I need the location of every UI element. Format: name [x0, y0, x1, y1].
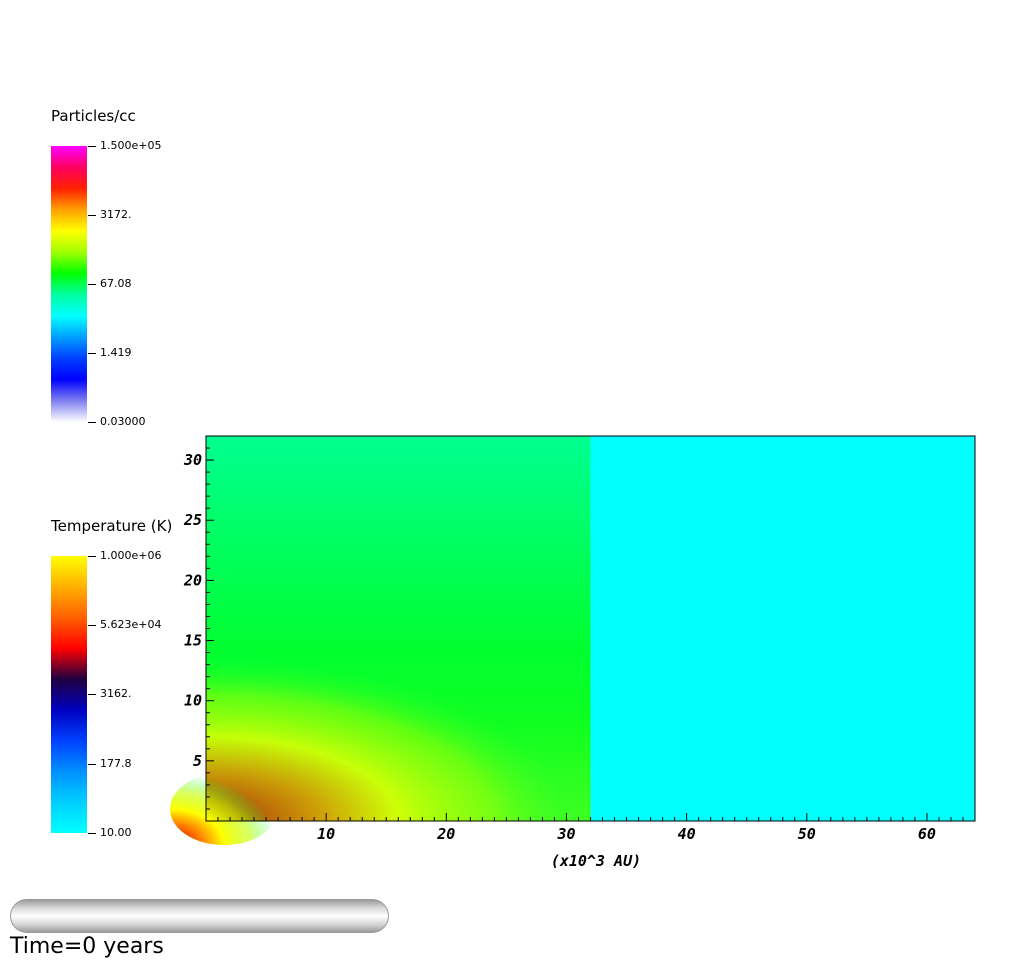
field-region-right: [590, 436, 975, 821]
y-axis: 5 10 15 20 25 30: [183, 435, 214, 822]
x-axis: 10 20 30 40 50 60: [205, 813, 976, 843]
heatmap-plot: 10 20 30 40 50 60 5 10 15 20 25 30 (x10^3 AU): [169, 435, 976, 870]
x-tick-label: 50: [798, 825, 816, 843]
density-tick-label: 1.500e+05: [87, 139, 162, 152]
density-tick-label: 3172.: [88, 208, 132, 221]
plot-area: [169, 435, 976, 846]
density-colorbar: [51, 146, 87, 422]
density-tick-label: 0.03000: [88, 415, 146, 428]
y-tick-label: 30: [183, 451, 202, 469]
temperature-colorbar: [51, 556, 87, 833]
y-tick-label: 10: [184, 692, 202, 710]
y-tick-label: 25: [183, 511, 202, 529]
density-tick-label: 1.419: [88, 346, 132, 359]
temperature-tick-label: 177.8: [88, 757, 132, 770]
x-axis-label: (x10^3 AU): [551, 852, 641, 870]
time-label: Time=0 years: [10, 934, 164, 959]
x-tick-label: 10: [317, 825, 335, 843]
temperature-tick-label: 3162.: [88, 687, 132, 700]
temperature-tick-label: 10.00: [88, 826, 132, 839]
density-legend-title: Particles/cc: [51, 107, 136, 125]
temperature-tick-label: 1.000e+06: [87, 549, 162, 562]
x-tick-label: 30: [556, 825, 575, 843]
temperature-legend-title: Temperature (K): [51, 517, 173, 535]
x-tick-label: 40: [678, 825, 696, 843]
temperature-tick-label: 5.623e+04: [87, 618, 162, 631]
x-tick-label: 20: [436, 825, 455, 843]
density-tick-label: 67.08: [88, 277, 132, 290]
x-tick-label: 60: [918, 825, 936, 843]
time-slider[interactable]: [10, 899, 389, 933]
hot-spot: [169, 772, 279, 846]
y-tick-label: 20: [183, 571, 202, 589]
y-tick-label: 15: [184, 632, 202, 650]
y-tick-label: 5: [193, 752, 202, 770]
